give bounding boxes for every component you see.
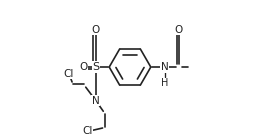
Text: O: O [80,62,88,72]
Text: N: N [92,96,100,106]
Text: N: N [161,62,169,72]
Text: O: O [175,25,183,35]
Text: H: H [161,78,168,88]
Text: O: O [92,25,100,35]
Text: Cl: Cl [83,126,93,136]
Text: Cl: Cl [64,69,74,79]
Text: S: S [92,62,99,72]
